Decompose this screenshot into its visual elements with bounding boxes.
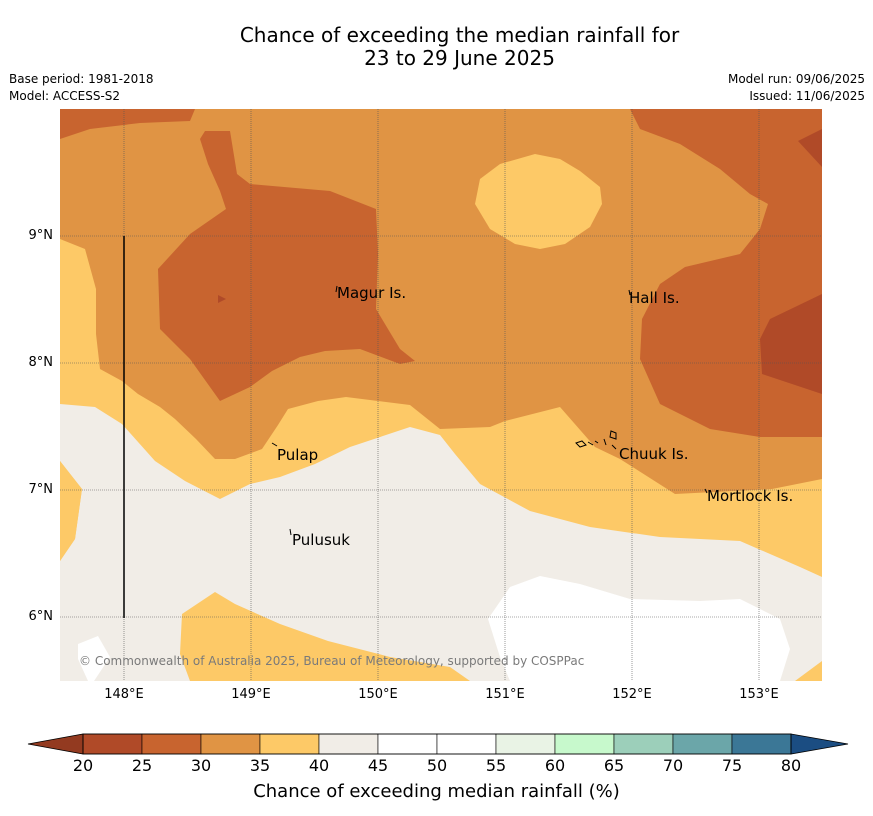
base-period-text: Base period: 1981-2018 <box>9 72 154 86</box>
lat-label-6n: 6°N <box>28 609 54 624</box>
colorbar-high-extend <box>790 733 849 755</box>
lon-label-153e: 153°E <box>739 687 779 702</box>
colorbar-cell <box>200 733 261 755</box>
colorbar-tick-label: 60 <box>544 756 566 775</box>
lat-label-8n: 8°N <box>28 355 54 370</box>
colorbar-tick-label: 30 <box>190 756 212 775</box>
colorbar-tick-label: 40 <box>308 756 330 775</box>
island-pulap-outline <box>271 442 278 447</box>
zone-20-25-right <box>760 294 822 394</box>
colorbar-tick-label: 50 <box>426 756 448 775</box>
colorbar-cell <box>554 733 615 755</box>
lat-label-9n: 9°N <box>28 228 54 243</box>
issued-text: Issued: 11/06/2025 <box>749 89 865 103</box>
island-mortlock-outline <box>704 488 708 494</box>
model-run-text: Model run: 09/06/2025 <box>727 72 865 86</box>
colorbar-tick-label: 75 <box>721 756 743 775</box>
place-label-pulusuk: Pulusuk <box>292 531 350 549</box>
colorbar-cell <box>318 733 379 755</box>
zone-25-30-topleft <box>60 109 195 139</box>
lat-label-7n: 7°N <box>28 482 54 497</box>
colorbar-cell <box>495 733 556 755</box>
forecast-map: Magur Is. Hall Is. Pulap Chuuk Is. Mortl… <box>60 109 822 681</box>
chart-title-line1: Chance of exceeding the median rainfall … <box>239 23 680 47</box>
zone-20-25-dot <box>218 295 226 303</box>
island-pulusuk-outline <box>289 528 292 536</box>
zone-45-55-right <box>488 576 790 681</box>
lon-label-152e: 152°E <box>612 687 652 702</box>
lon-label-148e: 148°E <box>104 687 144 702</box>
place-label-pulap: Pulap <box>277 446 318 464</box>
island-outlines <box>271 285 708 536</box>
colorbar-label: Chance of exceeding median rainfall (%) <box>253 781 620 802</box>
model-text: Model: ACCESS-S2 <box>9 89 121 103</box>
colorbar-tick-label: 70 <box>662 756 684 775</box>
colorbar-cell <box>672 733 733 755</box>
colorbar-tick-label: 80 <box>780 756 802 775</box>
place-label-mortlock: Mortlock Is. <box>707 487 793 505</box>
colorbar-cell <box>259 733 320 755</box>
lon-label-150e: 150°E <box>358 687 398 702</box>
island-hall-outline <box>628 289 631 296</box>
lon-label-151e: 151°E <box>485 687 525 702</box>
colorbar-tick-label: 45 <box>367 756 389 775</box>
colorbar-cell <box>731 733 792 755</box>
island-magur-outline <box>335 285 338 293</box>
chart-title-line2: 23 to 29 June 2025 <box>364 46 555 70</box>
island-chuuk-outline <box>575 430 617 450</box>
colorbar <box>27 733 849 755</box>
zone-20-25-topright <box>798 129 822 167</box>
colorbar-tick-label: 20 <box>72 756 94 775</box>
colorbar-tick-label: 35 <box>249 756 271 775</box>
colorbar-frame <box>82 733 792 755</box>
zone-35-40-bottom <box>180 592 470 681</box>
colorbar-tick-label: 25 <box>131 756 153 775</box>
colorbar-cell <box>377 733 438 755</box>
lon-label-149e: 149°E <box>231 687 271 702</box>
colorbar-cell <box>141 733 202 755</box>
place-label-hall: Hall Is. <box>629 289 680 307</box>
colorbar-cell <box>82 733 143 755</box>
colorbar-tick-label: 55 <box>485 756 507 775</box>
zone-25-30-central <box>158 131 415 401</box>
colorbar-cell <box>436 733 497 755</box>
place-label-chuuk: Chuuk Is. <box>619 445 688 463</box>
copyright-text: © Commonwealth of Australia 2025, Bureau… <box>79 654 584 668</box>
zone-35-40-left <box>60 461 82 561</box>
zone-45-55-left <box>78 636 110 681</box>
graticule <box>60 109 822 681</box>
colorbar-cell <box>613 733 674 755</box>
colorbar-low-extend <box>27 733 84 755</box>
zone-35-40-bottom-right <box>795 661 822 681</box>
colorbar-tick-label: 65 <box>603 756 625 775</box>
zone-35-40-blob <box>475 154 602 249</box>
place-label-magur: Magur Is. <box>337 284 406 302</box>
